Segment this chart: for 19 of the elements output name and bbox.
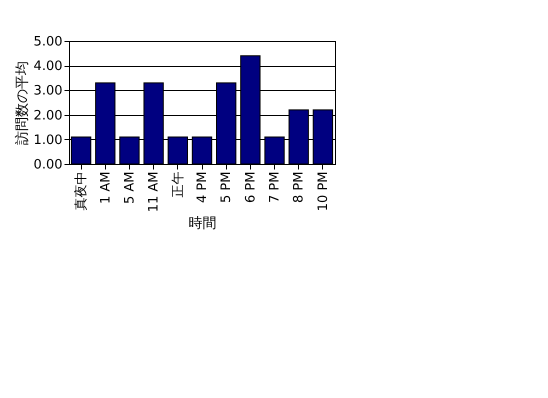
y-tick-label: 5.00: [34, 34, 62, 50]
x-tick-label: 5 PM: [219, 172, 234, 203]
x-axis-title: 時間: [188, 215, 216, 232]
y-tick-label: 1.00: [34, 132, 62, 148]
x-tick-label: 1 AM: [98, 172, 114, 204]
x-tick-label: 7 PM: [268, 172, 283, 203]
y-axis-title: 訪問数の平均: [14, 61, 31, 145]
x-tick-label: 正午: [170, 172, 186, 198]
x-tick-label: 4 PM: [195, 172, 210, 203]
y-tick-label: 0.00: [34, 158, 62, 172]
y-tick-label: 4.00: [34, 59, 62, 74]
y-tick-label: 3.00: [34, 84, 62, 99]
x-tick-label: 5 AM: [122, 172, 138, 204]
x-tick-label: 10 PM: [316, 172, 331, 212]
x-tick-label: 6 PM: [243, 172, 258, 203]
x-tick-label: 真夜中: [73, 172, 90, 210]
y-tick-label: 2.00: [34, 108, 62, 124]
x-tick-label: 11 AM: [146, 172, 162, 212]
x-tick-label: 8 PM: [292, 172, 307, 203]
